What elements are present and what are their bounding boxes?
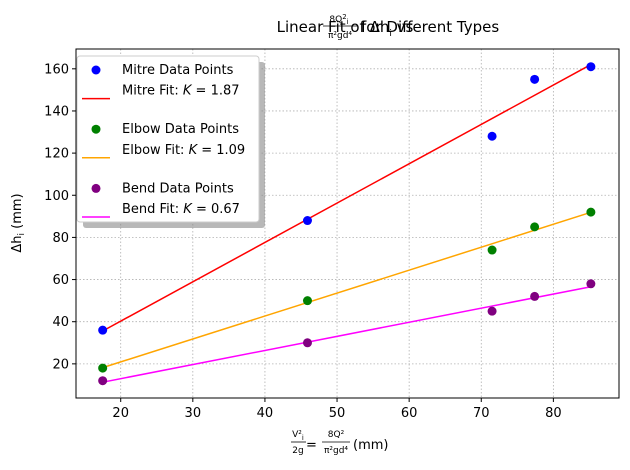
x-tick-label: 40 [257, 406, 274, 421]
legend: Mitre Data Points Mitre Fit: K = 1.87 Elbo… [76, 55, 265, 228]
data-point [530, 74, 540, 84]
legend-marker [91, 124, 101, 134]
data-point [98, 325, 108, 335]
y-tick-label: 60 [52, 273, 69, 288]
fit-lines [102, 63, 592, 383]
y-tick-label: 160 [44, 62, 69, 77]
data-point [530, 222, 540, 232]
svg-text:2g: 2g [292, 446, 303, 456]
y-tick-label: 100 [44, 189, 69, 204]
y-tick-label: 80 [52, 231, 69, 246]
data-point [487, 306, 497, 316]
legend-label: Mitre Fit: K = 1.87 [122, 84, 240, 99]
fit-line-3 [102, 211, 592, 369]
y-tick-label: 20 [52, 357, 69, 372]
data-point [487, 131, 497, 141]
y-tick-label: 120 [44, 147, 69, 162]
data-point [586, 207, 596, 217]
grid [76, 49, 619, 398]
svg-text:V²i: V²i [292, 430, 304, 442]
svg-text:(mm): (mm) [353, 438, 388, 453]
title-fraction: 8Q2i π²gd⁴ [323, 13, 357, 41]
x-tick-label: 70 [473, 406, 490, 421]
data-point [98, 376, 108, 386]
svg-text:8Q2i: 8Q2i [329, 13, 348, 26]
x-axis-label: V²i 2g = 8Q² π²gd⁴ (mm) [291, 430, 388, 456]
svg-text:π²gd⁴: π²gd⁴ [328, 31, 352, 41]
data-point [586, 279, 596, 289]
x-tick-label: 80 [545, 406, 562, 421]
fit-line-5 [102, 285, 592, 383]
y-tick-label: 40 [52, 315, 69, 330]
legend-label: Bend Data Points [122, 181, 234, 196]
axis-ticks: 20 30 40 50 60 70 80 20 40 60 80 100 120 140 160 [44, 62, 561, 421]
svg-text:8Q²: 8Q² [328, 430, 345, 440]
data-points [98, 62, 596, 386]
y-axis-label: Δhi (mm) [10, 193, 27, 252]
x-tick-label: 30 [185, 406, 202, 421]
data-point [98, 363, 108, 373]
legend-marker [91, 65, 101, 75]
data-point [487, 245, 497, 255]
x-tick-label: 60 [401, 406, 418, 421]
data-point [586, 62, 596, 72]
title-suffix: for Different Types [361, 18, 499, 36]
fit-line-1 [102, 63, 592, 332]
data-point [530, 291, 540, 301]
y-tick-label: 140 [44, 104, 69, 119]
svg-text:=: = [306, 438, 317, 453]
x-tick-label: 20 [112, 406, 129, 421]
data-point [302, 216, 312, 226]
svg-text:π²gd⁴: π²gd⁴ [324, 446, 348, 456]
data-point [302, 296, 312, 306]
legend-label: Elbow Data Points [122, 122, 239, 137]
legend-label: Bend Fit: K = 0.67 [122, 202, 240, 217]
data-point [302, 338, 312, 348]
legend-marker [91, 183, 101, 193]
chart-title: Linear Fit of Δhi vs [277, 18, 414, 39]
legend-box [76, 55, 260, 223]
plot-frame [75, 48, 620, 399]
legend-label: Mitre Data Points [122, 63, 234, 78]
x-tick-label: 50 [329, 406, 346, 421]
legend-label: Elbow Fit: K = 1.09 [122, 143, 245, 158]
